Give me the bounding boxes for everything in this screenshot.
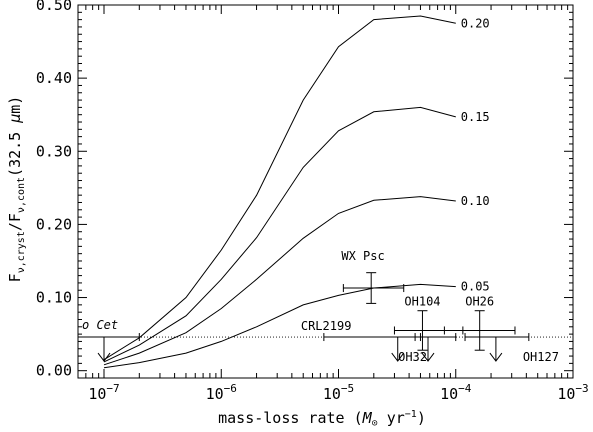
series-line-0.15 bbox=[103, 106, 456, 363]
x-tick-label: 10−4 bbox=[440, 382, 472, 403]
measurement-label: OH26 bbox=[465, 295, 494, 309]
measurement-label: OH32 bbox=[398, 350, 427, 364]
x-axis: 10−7 10−6 10−5 10−4 10−3 bbox=[77, 5, 589, 403]
y-axis: 0.00 0.10 0.20 0.30 0.40 0.50 bbox=[36, 0, 573, 380]
upper-limit-arrow-head bbox=[421, 352, 435, 362]
upper-limit-arrow-head bbox=[391, 352, 405, 362]
measurement-oh32: OH32 bbox=[398, 333, 457, 364]
upper-limit-arrow-head bbox=[489, 352, 503, 362]
series-group: 0.20 0.15 0.10 0.05 bbox=[103, 15, 490, 369]
upper-limit-arrow-head bbox=[97, 352, 111, 362]
series-label: 0.10 bbox=[461, 194, 490, 208]
measurement-oh26: OH26 bbox=[443, 295, 516, 351]
y-axis-title: Fν,cryst/Fν,cont(32.5 μm) bbox=[6, 96, 27, 283]
series-line-0.05 bbox=[103, 283, 456, 369]
x-tick-label: 10−6 bbox=[206, 382, 237, 403]
y-tick-label: 0.40 bbox=[36, 69, 72, 87]
x-tick-label: 10−7 bbox=[88, 382, 119, 403]
series-line-0.10 bbox=[103, 196, 456, 366]
measurement-oh104: OH104 bbox=[393, 295, 464, 351]
measurement-label: OH104 bbox=[404, 295, 440, 309]
series-label: 0.05 bbox=[461, 280, 490, 294]
plot-border bbox=[77, 4, 574, 379]
measurements-group: o Cet WX Psc OH104 OH26 CRL2199 OH32 OH127 bbox=[77, 249, 559, 364]
measurement-label: WX Psc bbox=[341, 249, 384, 263]
y-tick-label: 0.50 bbox=[36, 0, 72, 14]
y-tick-label: 0.00 bbox=[36, 362, 72, 380]
measurement-label: CRL2199 bbox=[301, 319, 352, 333]
y-tick-label: 0.30 bbox=[36, 142, 72, 160]
measurement-label: OH127 bbox=[523, 350, 559, 364]
y-tick-label: 0.10 bbox=[36, 289, 72, 307]
series-label: 0.20 bbox=[461, 16, 490, 30]
x-tick-label: 10−3 bbox=[557, 382, 588, 403]
measurement-oh127: OH127 bbox=[464, 333, 559, 364]
x-tick-label: 10−5 bbox=[323, 382, 354, 403]
series-line-0.20 bbox=[103, 15, 456, 361]
x-axis-title: mass-loss rate (M⊙ yr−1) bbox=[218, 409, 426, 429]
measurement-label: o Cet bbox=[82, 318, 118, 332]
plot-frame bbox=[77, 4, 574, 379]
measurement-wx-psc: WX Psc bbox=[341, 249, 405, 304]
y-tick-label: 0.20 bbox=[36, 215, 72, 233]
measurement-o-cet: o Cet bbox=[77, 318, 140, 362]
series-label: 0.15 bbox=[461, 110, 490, 124]
measurement-crl2199: CRL2199 bbox=[301, 319, 421, 362]
